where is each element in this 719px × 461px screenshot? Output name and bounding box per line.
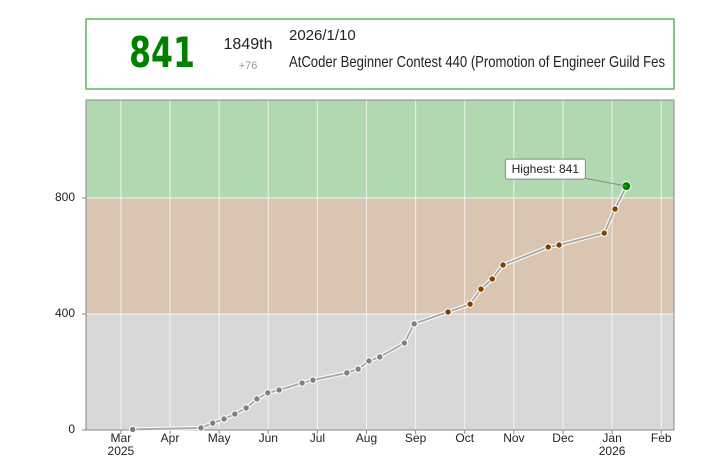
year-label: 2026	[599, 444, 626, 456]
rating-point	[365, 357, 373, 365]
rating-point	[209, 419, 217, 427]
y-tick-label: 800	[55, 190, 75, 204]
rating-point	[477, 285, 485, 293]
rank: 1849th	[224, 36, 273, 53]
rating-point	[343, 369, 351, 377]
x-tick-label: Jun	[259, 431, 278, 445]
rating-point	[253, 395, 261, 403]
plot-border	[85, 99, 675, 431]
rating-band	[86, 100, 674, 199]
y-tick-label: 0	[68, 422, 75, 436]
rating-point	[544, 243, 552, 251]
x-tick-label: Mar	[111, 431, 132, 445]
rating-point	[197, 424, 205, 432]
rating-point	[231, 410, 239, 418]
rating-band	[86, 314, 674, 430]
y-tick-label: 400	[55, 306, 75, 320]
rating-point	[298, 379, 306, 387]
header-box	[85, 18, 675, 90]
rating-point	[376, 353, 384, 361]
x-tick-label: Feb	[651, 431, 672, 445]
x-tick-label: Jan	[602, 431, 621, 445]
rating-diff: +76	[239, 60, 258, 72]
annotation-box	[504, 158, 586, 180]
rating-point	[600, 229, 608, 237]
rating-point	[354, 365, 362, 373]
rating-point	[400, 339, 409, 347]
x-tick-label: Jul	[310, 431, 325, 445]
x-tick-label: Oct	[455, 431, 474, 445]
rating-band	[86, 198, 674, 315]
x-tick-label: Sep	[405, 431, 427, 445]
rating-point	[220, 415, 228, 423]
rating-point	[128, 425, 137, 434]
x-tick-label: Apr	[161, 431, 180, 445]
plot: Mar Apr May Jun Jul Aug Sep Oct Nov Dec Jan Feb 2025…	[55, 99, 675, 458]
rating-point	[275, 386, 283, 394]
rating: 841	[129, 28, 195, 77]
rating-point	[611, 205, 619, 213]
rating-point	[488, 275, 496, 283]
x-tick-label: Dec	[552, 431, 573, 445]
rating-point	[410, 320, 418, 328]
rating-point	[444, 308, 452, 316]
rating-point	[309, 376, 317, 384]
annotation: Highest: 841	[512, 162, 580, 176]
rating-point	[555, 241, 563, 249]
contest-date: 2026/1/10	[289, 27, 356, 44]
year-label: 2025	[108, 444, 135, 456]
contest-name: AtCoder Beginner Contest 440 (Promotion …	[289, 54, 665, 71]
rating-point	[264, 389, 272, 397]
rating-point	[466, 300, 474, 308]
x-tick-label: Nov	[503, 431, 524, 445]
x-tick-label: May	[208, 431, 231, 445]
rating-point	[242, 404, 250, 412]
annotation-line	[584, 177, 627, 187]
rating-point	[499, 261, 507, 269]
x-tick-label: Aug	[356, 431, 377, 445]
